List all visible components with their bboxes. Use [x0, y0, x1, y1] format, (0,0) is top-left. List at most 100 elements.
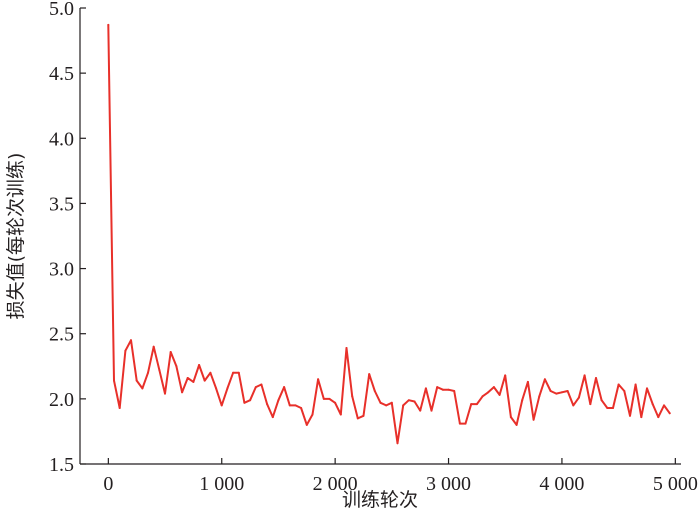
loss-point: [169, 351, 172, 353]
loss-point: [441, 388, 444, 391]
loss-point: [192, 380, 195, 383]
loss-point: [334, 401, 337, 404]
loss-point: [226, 387, 229, 390]
loss-point: [345, 347, 348, 349]
loss-point: [646, 387, 648, 390]
loss-point: [356, 417, 359, 420]
loss-point: [311, 413, 314, 416]
loss-point: [424, 387, 427, 390]
loss-point: [640, 416, 643, 419]
loss-point: [470, 403, 473, 406]
loss-point: [509, 416, 512, 419]
y-axis-title: 损失值(每轮次训练): [5, 153, 27, 320]
loss-point: [118, 407, 121, 409]
loss-point: [583, 374, 586, 377]
x-tick-label: 1 000: [199, 473, 244, 495]
loss-point: [266, 403, 269, 406]
loss-point: [407, 399, 410, 402]
loss-point: [322, 397, 325, 400]
loss-point: [379, 401, 382, 404]
loss-point: [521, 399, 524, 402]
x-tick-label: 2 000: [313, 473, 358, 495]
loss-point: [651, 403, 654, 406]
loss-point: [600, 399, 603, 402]
loss-point: [277, 399, 280, 402]
loss-point: [453, 390, 456, 392]
loss-point: [175, 365, 178, 368]
y-tick-label: 4.0: [49, 128, 74, 150]
loss-point: [283, 386, 286, 389]
loss-point: [351, 395, 354, 398]
loss-point: [390, 401, 393, 404]
y-tick-label: 4.5: [49, 63, 74, 85]
loss-point: [209, 371, 212, 374]
loss-point: [617, 383, 620, 386]
loss-point: [538, 395, 541, 398]
loss-point: [436, 386, 439, 389]
loss-point: [413, 400, 416, 403]
loss-point: [113, 379, 115, 382]
loss-point: [629, 414, 631, 417]
loss-point: [492, 386, 495, 389]
loss-point: [657, 416, 660, 419]
loss-point: [368, 373, 371, 376]
loss-point: [560, 391, 563, 394]
loss-point: [130, 339, 132, 342]
y-axis-ticks: 1.5 2.0 2.5 3.0 3.5 4.0 4.5 5.0: [49, 0, 86, 476]
loss-point: [566, 390, 569, 392]
x-axis-title: 训练轮次: [342, 489, 418, 511]
loss-point: [668, 412, 671, 415]
loss-point: [317, 378, 320, 381]
loss-point: [396, 442, 399, 445]
loss-point: [300, 407, 303, 409]
loss-point: [481, 395, 484, 398]
loss-series-points: [107, 23, 671, 445]
loss-point: [532, 418, 535, 421]
loss-series-line: [107, 23, 671, 445]
y-tick-label: 1.5: [49, 454, 74, 476]
loss-point: [555, 392, 558, 395]
loss-point: [249, 399, 252, 402]
loss-point: [164, 392, 166, 395]
loss-point: [362, 414, 365, 417]
loss-point: [526, 380, 529, 383]
loss-point: [141, 387, 144, 390]
loss-point: [475, 403, 478, 406]
loss-point: [385, 404, 388, 407]
loss-point: [237, 371, 240, 374]
y-tick-label: 5.0: [49, 0, 74, 20]
loss-point: [181, 391, 184, 394]
loss-point: [498, 393, 501, 396]
loss-point: [515, 423, 518, 426]
loss-point: [186, 377, 189, 379]
y-tick-label: 3.5: [49, 193, 74, 215]
x-tick-label: 0: [103, 473, 113, 495]
loss-point: [589, 403, 592, 406]
loss-point: [606, 407, 609, 409]
y-tick-label: 3.0: [49, 259, 74, 281]
loss-point: [152, 345, 155, 348]
loss-point: [623, 390, 626, 392]
loss-point: [612, 407, 614, 409]
loss-point: [464, 422, 467, 425]
loss-point: [271, 416, 274, 419]
loss-point: [504, 374, 507, 377]
loss-point: [328, 397, 331, 400]
x-tick-label: 3 000: [426, 473, 471, 495]
loss-point: [373, 390, 376, 392]
loss-point: [232, 371, 235, 374]
loss-point: [124, 349, 127, 352]
loss-point: [447, 388, 450, 391]
loss-point: [430, 409, 433, 412]
loss-point: [458, 422, 461, 425]
loss-point: [158, 369, 161, 372]
loss-point: [402, 404, 405, 407]
y-tick-label: 2.0: [49, 389, 74, 411]
loss-point: [543, 378, 546, 381]
x-axis-ticks: 0 1 000 2 000 3 000 4 000 5 000: [103, 458, 698, 495]
loss-point: [487, 391, 490, 394]
loss-point: [595, 377, 597, 379]
y-tick-label: 2.5: [49, 324, 74, 346]
loss-point: [147, 371, 149, 374]
